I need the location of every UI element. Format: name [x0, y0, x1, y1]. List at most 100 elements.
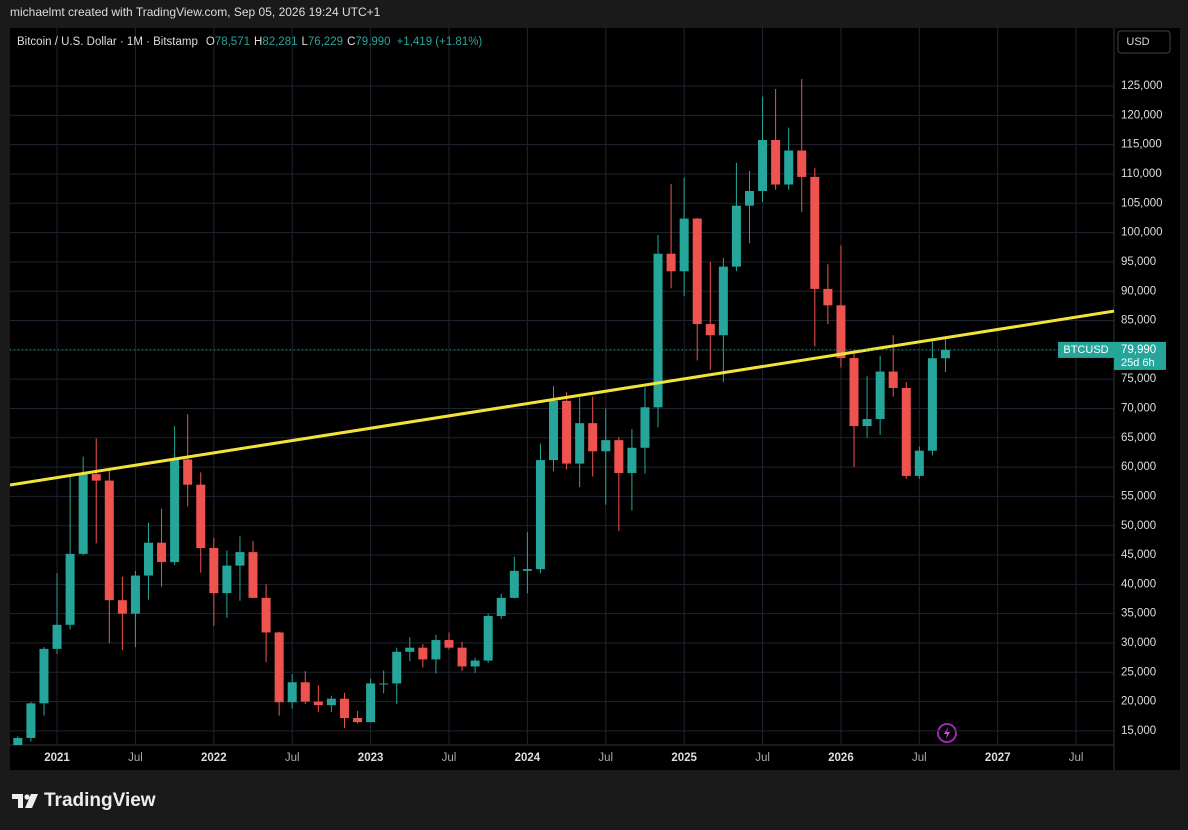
candle-body	[261, 597, 271, 633]
x-tick-label: Jul	[598, 752, 613, 764]
candle-body	[797, 150, 807, 177]
price-tag-countdown: 25d 6h	[1121, 357, 1155, 369]
brand: TradingView	[44, 790, 156, 811]
candle-body	[692, 218, 702, 325]
x-tick-label: 2022	[201, 752, 227, 764]
candle-body	[627, 447, 637, 473]
x-tick-label: 2026	[828, 752, 854, 764]
candle-body	[470, 660, 480, 667]
y-tick-label: 120,000	[1121, 109, 1163, 121]
candle-body	[522, 569, 532, 571]
candle-body	[679, 218, 689, 272]
y-tick-label: 15,000	[1121, 725, 1156, 737]
trendline	[10, 309, 1114, 487]
grid	[10, 28, 1114, 745]
indicator-icon[interactable]	[937, 723, 957, 743]
plot	[10, 79, 1114, 745]
brand-logo	[12, 794, 38, 808]
candle-body	[26, 703, 36, 738]
candle-body	[666, 253, 676, 272]
x-tick-label: 2021	[44, 752, 70, 764]
y-tick-label: 100,000	[1121, 227, 1163, 239]
legend-value: 76,229	[308, 36, 343, 48]
legend-title: Bitcoin / U.S. Dollar · 1M · Bitstamp	[17, 36, 198, 48]
candle-body	[784, 150, 794, 185]
candle-body	[196, 484, 206, 549]
legend-change: +1,419 (+1.81%)	[397, 36, 483, 48]
price-tag	[1114, 341, 1166, 370]
candle-body	[313, 701, 323, 706]
legend-key: H	[254, 36, 262, 48]
candle-body	[366, 683, 376, 723]
y-tick-label: 35,000	[1121, 608, 1156, 620]
y-tick-label: 60,000	[1121, 461, 1156, 473]
candle-body	[444, 640, 454, 648]
candle-body	[927, 358, 937, 451]
candle-body	[744, 190, 754, 206]
candle-body	[901, 387, 911, 476]
candle-body	[78, 474, 88, 554]
y-tick-label: 45,000	[1121, 549, 1156, 561]
candle-body	[836, 305, 846, 359]
candle-body	[248, 552, 258, 598]
candle-body	[888, 371, 898, 388]
y-tick-label: 105,000	[1121, 197, 1163, 209]
x-tick-label: Jul	[442, 752, 457, 764]
candle-body	[509, 570, 519, 598]
candle-body	[170, 459, 180, 563]
x-tick-label: Jul	[912, 752, 927, 764]
candle-body	[940, 349, 950, 359]
currency-box[interactable]	[1117, 30, 1171, 54]
symbol-tag-label: BTCUSD	[1063, 344, 1108, 356]
y-tick-label: 20,000	[1121, 696, 1156, 708]
candle-body	[705, 324, 715, 336]
candle-body	[39, 648, 49, 704]
candle-body	[209, 548, 219, 594]
currency[interactable]: USD	[1126, 36, 1149, 48]
candle-body	[601, 440, 611, 452]
candle-body	[392, 651, 402, 684]
candle-body	[65, 553, 75, 625]
candle-body	[13, 737, 23, 745]
candle-body	[143, 542, 153, 576]
candle-body	[52, 624, 62, 649]
candle-body	[274, 632, 284, 703]
y-tick-label: 90,000	[1121, 285, 1156, 297]
x-tick-label: Jul	[128, 752, 143, 764]
legend-value: 82,281	[262, 36, 297, 48]
candle-body	[353, 718, 363, 723]
y-tick-label: 25,000	[1121, 666, 1156, 678]
candle-body	[130, 575, 140, 614]
candle-body	[339, 698, 349, 719]
candle-body	[287, 682, 297, 703]
candle-body	[653, 253, 663, 408]
legend-value: 79,990	[355, 36, 390, 48]
candle-body	[157, 542, 167, 563]
symbol-tag	[1058, 341, 1114, 358]
x-tick-label: 2025	[671, 752, 697, 764]
candle-body	[483, 616, 493, 661]
candle-body	[326, 698, 336, 706]
y-tick-label: 115,000	[1121, 139, 1162, 151]
y-tick-label: 65,000	[1121, 432, 1156, 444]
candle-body	[823, 288, 833, 306]
candle-body	[914, 450, 924, 476]
candle-body	[849, 358, 859, 427]
y-tick-label: 75,000	[1121, 373, 1156, 385]
x-tick-label: 2027	[985, 752, 1011, 764]
x-tick-label: 2024	[515, 752, 541, 764]
candle-body	[862, 419, 872, 427]
x-tick-label: Jul	[755, 752, 770, 764]
candle-body	[575, 423, 585, 464]
candle-body	[117, 600, 127, 614]
candle-body	[183, 459, 193, 485]
price-tag-label: 79,990	[1121, 344, 1156, 356]
legend-value: 78,571	[215, 36, 250, 48]
legend-key: L	[302, 36, 309, 48]
legend: Bitcoin / U.S. Dollar · 1M · Bitstamp O78…	[17, 36, 482, 48]
candle-body	[496, 597, 506, 617]
y-tick-label: 110,000	[1121, 168, 1162, 180]
y-tick-label: 70,000	[1121, 403, 1156, 415]
